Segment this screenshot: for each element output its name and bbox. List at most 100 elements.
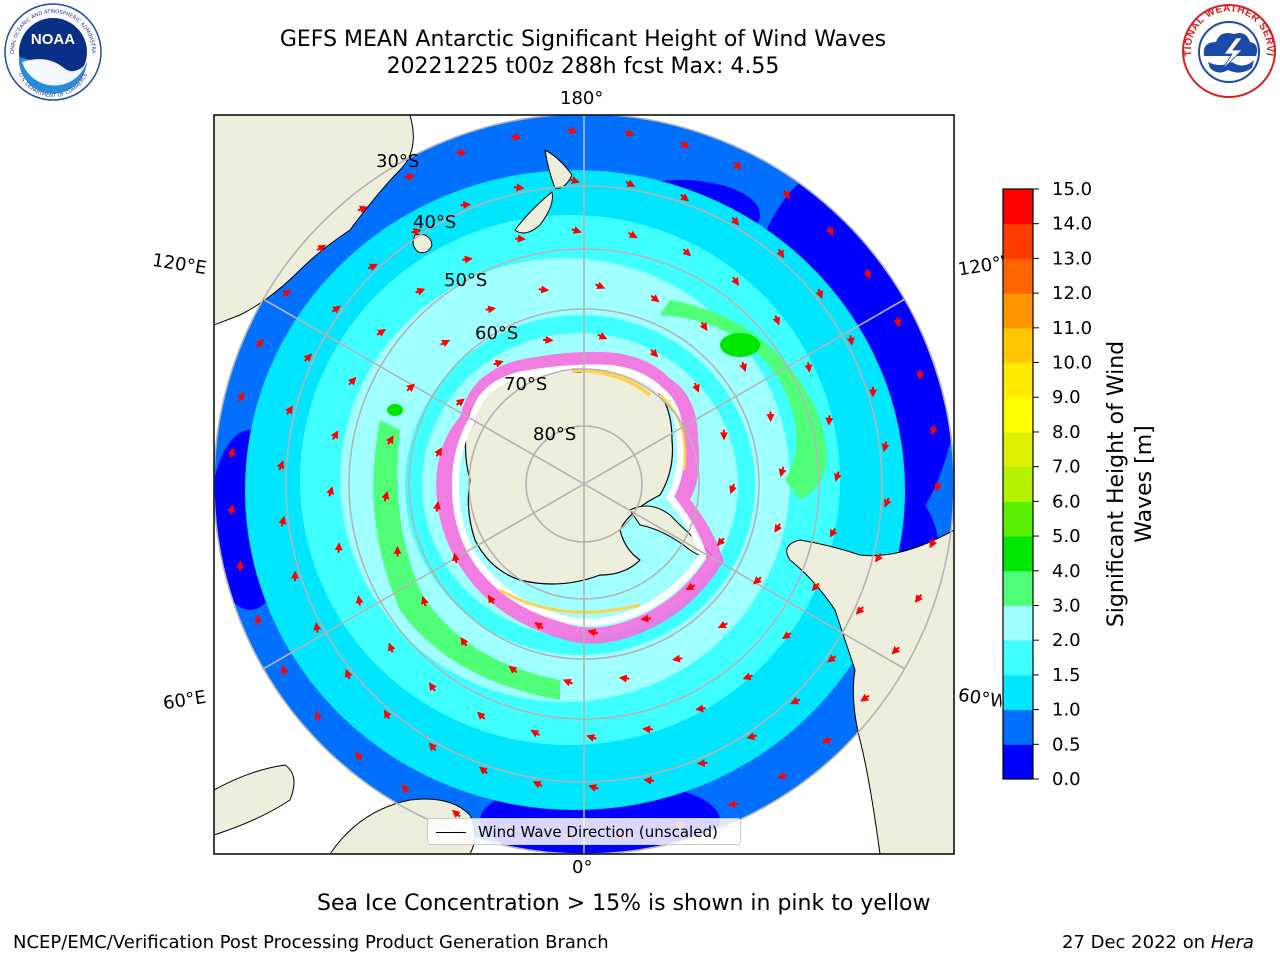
wind-wave-arrow [729,483,737,495]
wind-wave-arrow [680,140,690,149]
wind-wave-arrow [742,672,753,681]
wind-wave-arrow [254,614,263,626]
wind-wave-arrow [834,471,842,482]
wind-wave-arrow [440,339,451,348]
wind-wave-arrow [280,665,289,676]
wind-wave-arrow [542,335,554,344]
wind-wave-arrow [586,734,597,742]
wind-wave-arrow [569,176,580,184]
wind-wave-arrow [236,560,245,571]
wind-wave-arrow [595,281,606,290]
wind-wave-arrow [893,317,902,328]
wind-wave-arrow [493,359,504,368]
wind-wave-arrow [530,729,540,738]
wind-wave-arrow [429,682,437,692]
wind-wave-arrow [411,227,422,236]
wind-wave-arrow [510,133,522,141]
wind-wave-arrow [929,538,937,549]
wind-wave-arrow [285,405,293,415]
sea-ice-caption: Sea Ice Concentration > 15% is shown in … [317,891,931,916]
nws-logo: NATIONAL WEATHER SERVICE [1180,2,1276,98]
wind-wave-arrow [618,674,630,683]
wind-wave-arrow [778,466,787,478]
wind-wave-arrow [628,230,638,239]
lat-label-70s: 70°S [504,374,548,395]
wind-wave-arrow [344,668,353,680]
wind-wave-arrow [282,289,292,298]
legend-line-swatch [436,832,466,833]
wind-wave-arrow [881,441,890,453]
chart-title: GEFS MEAN Antarctic Significant Height o… [279,27,887,52]
wind-wave-arrow [929,424,938,436]
wind-wave-arrow [460,636,469,647]
wind-wave-arrow [733,161,742,170]
wind-wave-arrow [746,732,757,741]
wind-wave-arrow [640,614,652,623]
wind-wave-arrow [716,537,726,547]
wind-wave-arrow [782,190,791,200]
wind-wave-arrow [884,497,892,508]
wind-wave-arrow [385,435,394,445]
wind-wave-arrow [334,542,343,553]
footer-right: 27 Dec 2022 on Hera [1062,932,1254,953]
wind-wave-arrow [428,742,438,752]
lat-label-40s: 40°S [413,212,457,233]
wind-wave-arrow [782,631,792,639]
wind-wave-arrow [643,776,655,785]
wind-wave-arrow [460,200,472,209]
wind-wave-arrow [355,595,364,606]
wind-wave-arrow [826,226,834,237]
wind-wave-arrow [415,287,426,296]
wind-wave-arrow [597,332,608,340]
wind-wave-arrow [642,725,653,734]
wind-wave-arrow [513,183,525,192]
wind-wave-arrow [462,255,473,264]
wind-wave-arrow [727,800,739,809]
wind-wave-arrow [863,268,872,280]
wind-wave-arrow [476,711,486,720]
wind-wave-arrow [303,353,313,362]
wind-wave-arrow [571,226,582,234]
wind-wave-arrow [278,515,287,527]
wind-wave-arrow [776,248,785,259]
wind-wave-arrow [753,576,762,585]
wind-wave-arrow [387,642,396,653]
wind-wave-arrows [227,126,942,842]
wind-wave-arrow [650,294,660,303]
wind-wave-arrow [478,766,488,775]
wind-wave-arrow [717,620,728,629]
wind-wave-arrow [532,781,543,789]
wind-wave-arrow [534,622,544,630]
wind-wave-arrow [434,447,442,457]
wind-wave-arrow [680,193,690,202]
wind-wave-arrow [671,654,683,663]
wind-wave-arrow [515,234,526,243]
wind-wave-arrow [485,305,497,314]
wind-wave-arrow [587,628,599,637]
wind-wave-arrow [772,315,781,326]
wind-wave-arrow [649,348,659,358]
wind-wave-arrow [276,460,284,471]
legend-label: Wind Wave Direction (unscaled) [478,823,718,841]
lon-label-180: 180° [560,88,604,109]
wind-wave-arrow [846,335,855,346]
wind-wave-arrow [855,606,865,615]
wind-wave-arrow [331,305,341,314]
wind-wave-arrow [452,552,460,564]
wind-wave-arrow [455,398,465,407]
lat-label-30s: 30°S [376,151,420,172]
wind-wave-arrow [891,646,901,655]
wind-wave-arrow [811,582,820,592]
lat-label-50s: 50°S [444,270,488,291]
wind-wave-arrow [227,504,235,515]
wind-wave-arrow [508,665,518,674]
wind-wave-arrow [731,276,739,286]
wind-wave-arrow [538,285,550,294]
wind-wave-arrow [695,704,706,713]
wind-wave-arrow [730,216,740,226]
wind-wave-arrow [774,523,783,533]
wind-wave-arrow [421,595,429,607]
map-legend: Wind Wave Direction (unscaled) [427,818,741,845]
wind-wave-arrow [255,338,264,348]
wind-wave-arrow [685,582,696,591]
